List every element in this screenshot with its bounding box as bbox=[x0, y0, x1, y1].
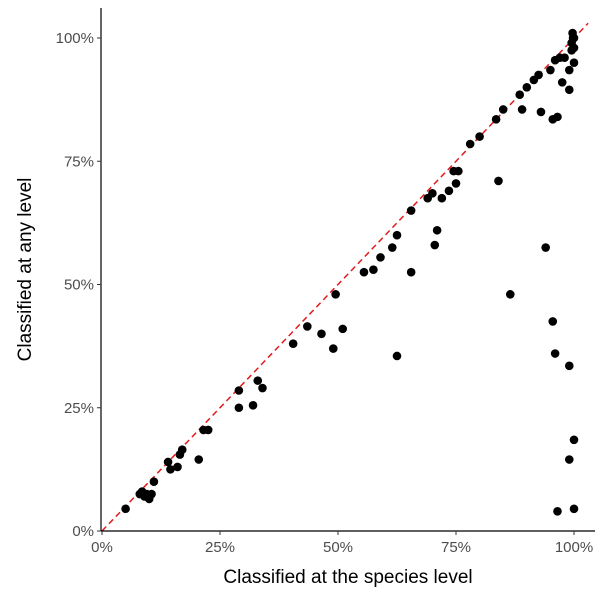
data-point bbox=[465, 139, 475, 149]
data-point bbox=[569, 33, 579, 43]
x-tick-label: 100% bbox=[555, 539, 593, 556]
data-point bbox=[317, 329, 326, 339]
data-point bbox=[173, 462, 182, 472]
data-point bbox=[430, 240, 440, 250]
data-point bbox=[177, 445, 187, 454]
y-axis-ticks: 0% 25% 50% 75% 100% bbox=[56, 30, 101, 540]
x-tick-label: 75% bbox=[441, 539, 471, 556]
data-point bbox=[376, 253, 385, 262]
data-point bbox=[444, 186, 454, 196]
data-point bbox=[149, 477, 159, 487]
data-point bbox=[437, 193, 447, 203]
data-point bbox=[475, 132, 484, 141]
data-point bbox=[553, 112, 562, 122]
data-point bbox=[163, 457, 173, 467]
data-point bbox=[569, 43, 579, 53]
x-axis-ticks: 0% 25% 50% 75% 100% bbox=[91, 531, 593, 556]
data-point bbox=[451, 179, 461, 188]
data-point bbox=[557, 78, 567, 87]
y-tick-label: 75% bbox=[64, 153, 94, 170]
data-point bbox=[121, 504, 130, 514]
data-point bbox=[359, 267, 369, 277]
data-point bbox=[550, 349, 560, 358]
data-point bbox=[147, 489, 156, 499]
y-tick-label: 0% bbox=[72, 523, 94, 540]
y-tick-label: 25% bbox=[64, 400, 94, 417]
data-point bbox=[288, 339, 298, 348]
data-point bbox=[328, 344, 338, 353]
identity-reference-line bbox=[101, 22, 589, 532]
data-point bbox=[392, 351, 402, 361]
data-point bbox=[564, 65, 574, 75]
data-point bbox=[234, 403, 244, 413]
points-layer bbox=[121, 28, 579, 516]
x-tick-label: 50% bbox=[323, 539, 353, 556]
data-point bbox=[203, 425, 213, 435]
data-point bbox=[522, 83, 532, 92]
data-point bbox=[253, 376, 263, 385]
data-point bbox=[303, 322, 312, 331]
data-point bbox=[534, 70, 543, 80]
data-point bbox=[491, 115, 501, 124]
y-tick-label: 50% bbox=[64, 277, 94, 294]
data-point bbox=[166, 465, 175, 474]
data-point bbox=[406, 267, 416, 277]
reference-line-layer bbox=[101, 22, 589, 532]
data-point bbox=[536, 107, 546, 117]
data-point bbox=[428, 188, 437, 198]
x-axis-title: Classified at the species level bbox=[223, 567, 472, 588]
data-point bbox=[498, 105, 508, 114]
data-point bbox=[369, 265, 378, 275]
data-point bbox=[234, 386, 244, 395]
data-point bbox=[517, 105, 527, 114]
y-axis-title: Classified at any level bbox=[15, 178, 36, 362]
data-point bbox=[564, 455, 574, 464]
data-point bbox=[338, 324, 348, 334]
data-point bbox=[331, 290, 340, 299]
axes bbox=[100, 8, 595, 532]
data-point bbox=[392, 230, 402, 240]
data-point bbox=[505, 290, 515, 299]
data-point bbox=[564, 85, 574, 95]
data-point bbox=[569, 504, 579, 514]
data-point bbox=[546, 65, 555, 75]
data-point bbox=[494, 176, 503, 186]
x-tick-label: 25% bbox=[205, 539, 235, 556]
data-point bbox=[248, 400, 258, 410]
data-point bbox=[194, 455, 204, 464]
data-point bbox=[387, 243, 397, 252]
data-point bbox=[548, 317, 558, 326]
data-point bbox=[560, 53, 569, 63]
data-point bbox=[569, 435, 579, 445]
data-point bbox=[515, 90, 525, 99]
data-point bbox=[553, 506, 562, 516]
data-point bbox=[569, 58, 579, 67]
data-point bbox=[432, 225, 442, 235]
y-tick-label: 100% bbox=[56, 30, 94, 47]
data-point bbox=[258, 383, 267, 393]
x-tick-label: 0% bbox=[91, 539, 113, 556]
data-point bbox=[564, 361, 574, 371]
data-point bbox=[541, 243, 550, 252]
data-point bbox=[454, 166, 463, 176]
data-point bbox=[406, 206, 416, 215]
